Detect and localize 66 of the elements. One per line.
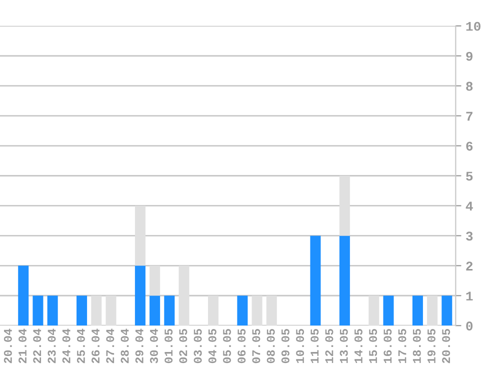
bar <box>237 296 248 326</box>
x-tick-label: 05.05 <box>222 328 232 364</box>
x-tick-label: 18.05 <box>412 328 421 364</box>
bar <box>134 266 146 326</box>
x-tick-label: 10.05 <box>296 328 304 364</box>
bar <box>76 296 88 326</box>
bar <box>412 296 423 326</box>
x-tick-label: 03.05 <box>194 328 202 364</box>
y-tick-label: 1 <box>466 292 473 300</box>
bar <box>18 266 29 326</box>
x-tick-label: 11.05 <box>310 328 319 364</box>
y-tick-label: 2 <box>466 262 473 270</box>
x-tick-label: 09.05 <box>281 328 290 364</box>
bar <box>47 296 58 326</box>
bar <box>383 296 394 326</box>
x-tick-label: 21.04 <box>18 328 27 364</box>
x-tick-label: 16.05 <box>384 328 392 364</box>
x-tick-label: 20.04 <box>4 328 12 364</box>
x-tick-label: 25.04 <box>76 328 85 364</box>
bar <box>164 296 175 326</box>
y-tick-label: 6 <box>466 142 473 151</box>
x-tick-label: 17.05 <box>398 328 406 364</box>
x-tick-label: 01.05 <box>164 328 173 364</box>
x-tick-label: 23.04 <box>48 328 56 364</box>
x-tick-label: 15.05 <box>369 328 378 364</box>
bar <box>339 236 350 326</box>
x-tick-label: 27.04 <box>106 328 114 364</box>
bar <box>91 296 102 326</box>
y-tick-label: 4 <box>466 202 473 210</box>
bar <box>32 296 44 326</box>
bar <box>178 266 190 326</box>
x-tick-label: 28.04 <box>120 328 129 364</box>
x-tick-label: 02.05 <box>179 328 188 364</box>
x-tick-label: 13.05 <box>340 328 348 364</box>
bar <box>442 296 452 326</box>
x-tick-label: 07.05 <box>252 328 260 364</box>
x-tick-label: 22.04 <box>33 328 42 364</box>
x-tick-label: 30.04 <box>150 328 158 364</box>
bar <box>252 296 262 326</box>
x-tick-label: 06.05 <box>238 328 246 364</box>
bar <box>368 296 380 326</box>
y-tick-label: 5 <box>466 172 473 181</box>
y-tick-label: 3 <box>466 232 473 241</box>
bar <box>106 296 116 326</box>
bar <box>150 266 160 296</box>
y-tick-label: 7 <box>466 112 472 121</box>
bar <box>427 296 438 326</box>
y-tick-label: 0 <box>466 322 473 331</box>
x-tick-label: 24.04 <box>62 328 70 364</box>
bar <box>339 176 350 236</box>
x-tick-label: 04.05 <box>208 328 216 364</box>
y-tick-label: 9 <box>466 52 473 61</box>
x-tick-label: 14.05 <box>354 328 362 364</box>
bar <box>134 206 146 266</box>
x-tick-label: 12.05 <box>325 328 334 364</box>
bar <box>266 296 277 326</box>
bar <box>150 296 160 326</box>
x-tick-label: 08.05 <box>266 328 275 364</box>
y-tick-label: 8 <box>466 82 473 91</box>
x-tick-label: 29.04 <box>135 328 144 364</box>
x-tick-label: 20.05 <box>442 328 450 364</box>
bar <box>310 236 321 326</box>
bar <box>208 296 218 326</box>
x-tick-label: 26.04 <box>92 328 100 364</box>
y-tick-label: 10 <box>466 22 480 31</box>
x-tick-label: 19.05 <box>427 328 436 364</box>
